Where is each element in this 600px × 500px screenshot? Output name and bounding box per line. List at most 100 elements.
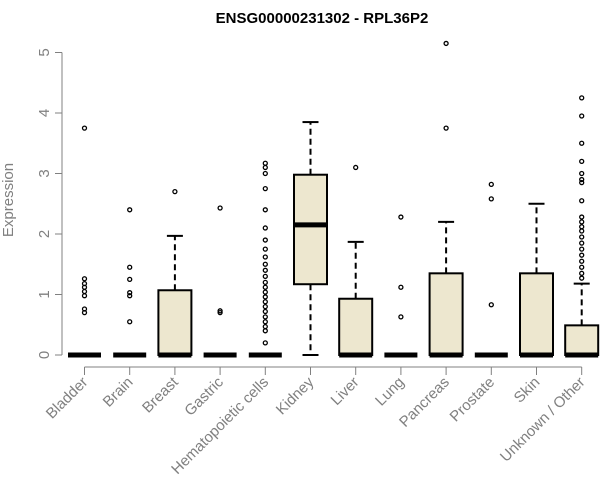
y-tick-label: 0 xyxy=(36,351,53,359)
outlier-point xyxy=(262,225,268,231)
outlier-point xyxy=(353,164,359,171)
outlier-point xyxy=(579,198,585,204)
outlier-point xyxy=(127,319,133,325)
outlier-point xyxy=(262,284,268,290)
outlier-point xyxy=(579,234,585,240)
outlier-point xyxy=(262,170,268,177)
outlier-point xyxy=(579,228,585,234)
outlier-point xyxy=(81,306,88,312)
outlier-point xyxy=(262,237,268,243)
outlier-point xyxy=(579,240,585,246)
outlier-point xyxy=(262,319,268,325)
box xyxy=(519,272,554,357)
box-group xyxy=(113,207,147,358)
outlier-point xyxy=(262,185,268,192)
outlier-point xyxy=(579,113,585,119)
x-tick-label: Prostate xyxy=(447,374,499,426)
outlier-point xyxy=(262,340,268,346)
box-group xyxy=(68,125,101,358)
box xyxy=(338,297,374,356)
box-group xyxy=(474,181,508,358)
outlier-point xyxy=(127,207,133,213)
outlier-point xyxy=(398,314,404,320)
outlier-point xyxy=(262,308,268,315)
x-tick-label: Brain xyxy=(100,374,137,411)
y-tick-label: 3 xyxy=(36,169,53,177)
box-group xyxy=(338,164,374,358)
outlier-point xyxy=(443,125,449,131)
outlier-point xyxy=(262,160,268,166)
outlier-point xyxy=(127,293,133,299)
outlier-point xyxy=(579,179,585,186)
outlier-point xyxy=(262,328,268,334)
outlier-point xyxy=(262,254,268,260)
outlier-point xyxy=(262,267,268,273)
outlier-point xyxy=(262,323,268,330)
box-group xyxy=(293,121,328,356)
outlier-point xyxy=(262,289,268,295)
y-axis-label: Expression xyxy=(0,163,17,237)
outlier-point xyxy=(579,214,585,220)
outlier-point xyxy=(81,125,88,131)
outlier-point xyxy=(579,176,585,183)
box-group xyxy=(564,95,600,358)
outlier-point xyxy=(262,246,268,252)
outlier-point xyxy=(398,284,404,290)
outlier-point xyxy=(127,276,133,283)
outlier-point xyxy=(262,273,268,280)
outlier-point xyxy=(172,188,178,195)
outlier-point xyxy=(443,40,449,47)
box xyxy=(157,289,193,357)
y-tick-label: 2 xyxy=(36,230,53,238)
x-tick-label: Breast xyxy=(139,373,182,416)
outlier-point xyxy=(488,302,494,308)
outlier-point xyxy=(579,140,585,146)
outlier-point xyxy=(488,196,494,202)
outlier-point xyxy=(217,309,223,316)
box-group xyxy=(248,160,282,358)
outlier-point xyxy=(488,181,494,188)
box xyxy=(564,324,600,357)
box-group xyxy=(384,214,418,358)
outlier-point xyxy=(81,293,88,299)
x-tick-label: Lung xyxy=(372,374,408,410)
outlier-point xyxy=(579,258,585,264)
outlier-point xyxy=(262,299,268,305)
outlier-point xyxy=(217,205,223,211)
outlier-point xyxy=(127,290,133,296)
box-group xyxy=(157,188,193,358)
x-tick-label: Bladder xyxy=(43,374,92,423)
box-group xyxy=(203,205,237,358)
x-tick-label: Skin xyxy=(511,374,544,407)
outlier-point xyxy=(81,288,88,295)
outlier-point xyxy=(217,308,223,314)
y-tick-label: 4 xyxy=(36,109,53,117)
outlier-point xyxy=(262,207,268,213)
box xyxy=(293,173,328,286)
outlier-point xyxy=(579,158,585,165)
outlier-point xyxy=(579,224,585,230)
x-tick-label: Unknown / Other xyxy=(497,374,589,466)
x-tick-label: Pancreas xyxy=(396,374,453,431)
outlier-point xyxy=(579,219,585,225)
x-tick-label: Liver xyxy=(328,374,363,409)
outlier-point xyxy=(262,261,268,267)
y-axis: 0 1 2 3 4 5 xyxy=(36,48,63,359)
outlier-point xyxy=(579,270,585,276)
outlier-point xyxy=(579,246,585,252)
plot-area xyxy=(68,40,600,358)
outlier-point xyxy=(579,264,585,270)
outlier-point xyxy=(579,95,585,101)
outlier-point xyxy=(81,280,88,287)
outlier-point xyxy=(579,170,585,177)
outlier-point xyxy=(262,279,268,286)
box xyxy=(428,272,464,357)
y-tick-label: 5 xyxy=(36,48,53,56)
chart-title: ENSG00000231302 - RPL36P2 xyxy=(216,10,429,27)
outlier-point xyxy=(262,303,268,310)
outlier-point xyxy=(262,314,268,320)
outlier-point xyxy=(398,214,404,220)
outlier-point xyxy=(262,164,268,171)
